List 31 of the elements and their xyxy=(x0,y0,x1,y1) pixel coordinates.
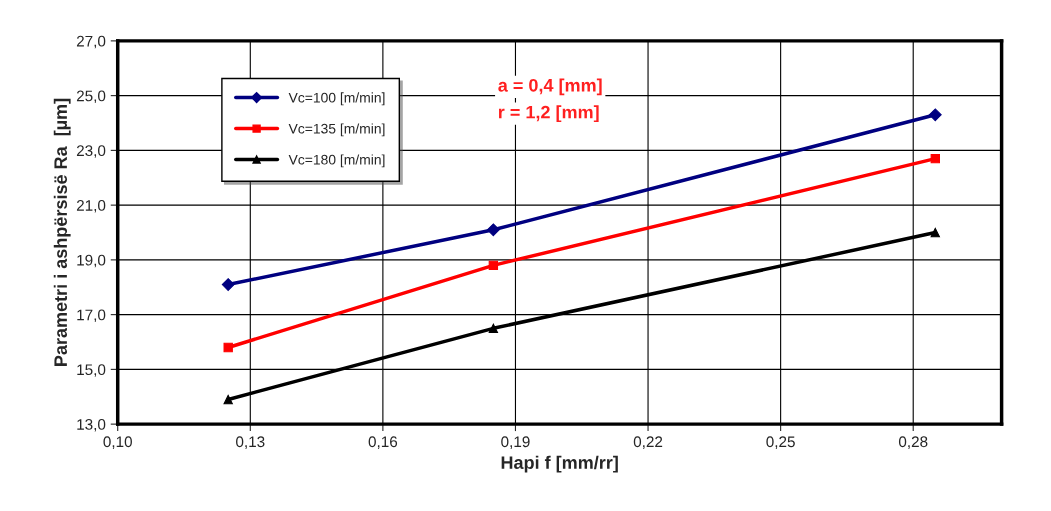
point xyxy=(221,278,235,291)
x-tick-label: 0,25 xyxy=(766,436,795,449)
point xyxy=(488,260,499,271)
point xyxy=(223,394,233,405)
y-tick-label: 25,0 xyxy=(76,90,106,104)
point xyxy=(928,108,942,122)
x-tick-label: 0,22 xyxy=(633,436,663,449)
y-tick-label: 13,0 xyxy=(77,419,106,432)
legend-label: Vc=180 [m/min] xyxy=(288,154,385,168)
y-tick-label: 27,0 xyxy=(76,35,106,49)
point xyxy=(486,223,500,237)
point xyxy=(930,227,940,238)
y-tick-label: 23,0 xyxy=(76,145,106,158)
legend-label: Vc=135 [m/min] xyxy=(288,123,385,137)
x-axis-title: Hapi f [mm/rr] xyxy=(501,455,618,473)
y-tick-label: 19,0 xyxy=(77,254,106,268)
y-axis-title: Parametri i ashpërsisë Ra [µm] xyxy=(53,98,71,366)
y-tick-label: 21,0 xyxy=(76,200,106,213)
x-tick-label: 0,19 xyxy=(501,436,530,449)
annotation: a = 0,4 [mm] xyxy=(498,78,602,96)
annotation: r = 1,2 [mm] xyxy=(498,105,599,123)
x-tick-label: 0,10 xyxy=(103,436,132,449)
y-tick-label: 17,0 xyxy=(77,309,106,323)
point xyxy=(930,153,940,164)
x-tick-label: 0,16 xyxy=(368,436,398,449)
point xyxy=(223,342,233,353)
x-tick-label: 0,28 xyxy=(898,436,928,449)
point xyxy=(488,323,499,333)
x-tick-label: 0,13 xyxy=(236,436,265,449)
legend-label: Vc=100 [m/min] xyxy=(288,92,385,106)
y-tick-label: 15,0 xyxy=(77,364,106,377)
